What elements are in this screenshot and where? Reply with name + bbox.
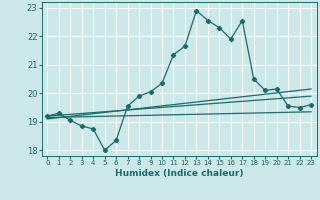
X-axis label: Humidex (Indice chaleur): Humidex (Indice chaleur) <box>115 169 244 178</box>
